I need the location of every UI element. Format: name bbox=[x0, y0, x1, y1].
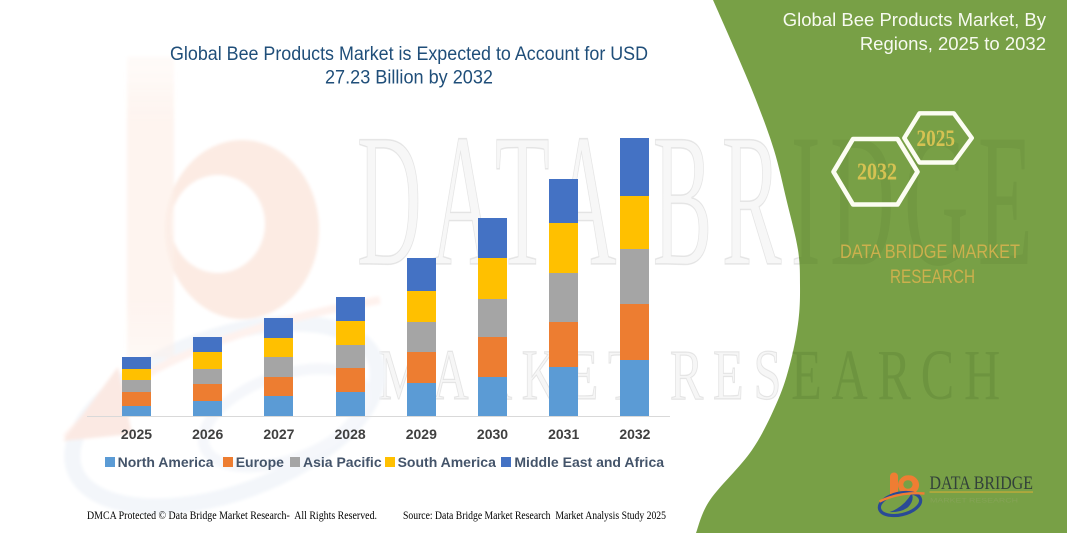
svg-text:RESEARCH: RESEARCH bbox=[890, 267, 975, 288]
svg-text:2025: 2025 bbox=[917, 126, 956, 151]
svg-text:Global Bee Products Market is: Global Bee Products Market is Expected t… bbox=[170, 44, 648, 65]
svg-text:DMCA Protected © Data Bridge M: DMCA Protected © Data Bridge Market Rese… bbox=[87, 508, 377, 522]
svg-text:27.23 Billion by 2032: 27.23 Billion by 2032 bbox=[325, 68, 493, 89]
svg-text:DATA BRIDGE MARKET: DATA BRIDGE MARKET bbox=[840, 242, 1020, 263]
svg-text:2032: 2032 bbox=[857, 160, 897, 186]
svg-text:DATA BRIDGE: DATA BRIDGE bbox=[930, 474, 1034, 494]
svg-text:MARKET RESEARCH: MARKET RESEARCH bbox=[930, 498, 1018, 505]
svg-text:Source: Data Bridge Market Res: Source: Data Bridge Market Research Mark… bbox=[403, 508, 666, 522]
